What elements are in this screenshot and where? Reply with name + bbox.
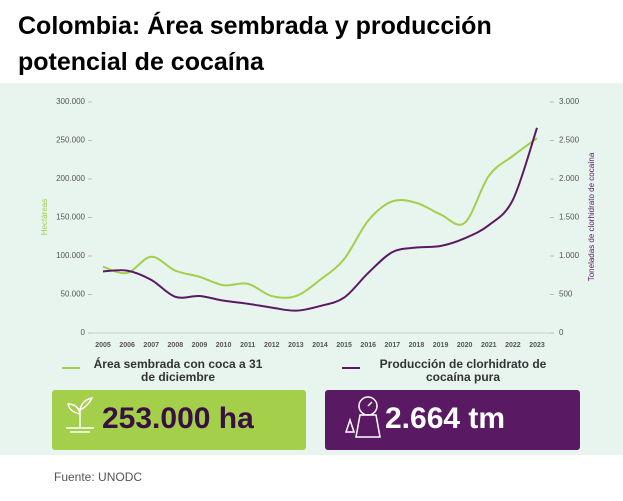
x-tick-label: 2010 — [216, 342, 232, 349]
x-tick-label: 2008 — [168, 342, 184, 349]
x-tick-label: 2019 — [433, 342, 449, 349]
x-tick-label: 2023 — [529, 342, 545, 349]
plot: 0 50.000 100.000 150.000 200.000 250.000 300.0… — [40, 97, 596, 369]
x-tick-label: 2017 — [385, 342, 401, 349]
callout-box — [325, 390, 580, 450]
y-tick-label: 250.000 — [56, 136, 85, 145]
line — [102, 127, 538, 312]
x-tick-label: 2022 — [505, 342, 521, 349]
y2-tick-label: 500 — [559, 290, 573, 299]
y2-tick-label: 2.000 — [559, 174, 580, 183]
y2-tick-label: 1.000 — [559, 251, 580, 260]
x-tick-label: 2007 — [143, 342, 159, 349]
y2-tick-label: 3.000 — [559, 97, 580, 106]
y-tick-label: 100.000 — [56, 251, 85, 260]
y-tick-label: 300.000 — [56, 97, 85, 106]
x-tick-label: 2015 — [336, 342, 352, 349]
y-tick-label: 0 — [81, 328, 86, 337]
y-tick-label: 200.000 — [56, 174, 85, 183]
y2-tick-label: 0 — [559, 328, 564, 337]
x-tick-label: 2013 — [288, 342, 304, 349]
x-tick-label: 2006 — [119, 342, 135, 349]
y-tick-label: 50.000 — [61, 290, 86, 299]
callout-value: 253.000 ha — [102, 402, 254, 435]
y2-tick-label: 1.500 — [559, 213, 580, 222]
x-tick-label: 2005 — [95, 342, 111, 349]
source: Fuente: UNODC — [54, 470, 143, 484]
y2-tick-label: 2.500 — [559, 136, 580, 145]
scale-icon — [344, 396, 381, 438]
x-tick-label: 2021 — [481, 342, 497, 349]
x-tick-label: 2020 — [457, 342, 473, 349]
y2-axis-label: Toneladas de clorhidrato de cocaína — [587, 152, 596, 281]
x-tick-label: 2018 — [409, 342, 425, 349]
legend-label: Producción de clorhidrato de cocaína pur… — [379, 357, 547, 384]
plant-icon — [66, 396, 94, 433]
x-tick-label: 2011 — [240, 342, 255, 349]
line — [102, 137, 538, 299]
y-tick-label: 150.000 — [56, 213, 85, 222]
x-tick-label: 2009 — [192, 342, 208, 349]
chart-title: Colombia: Área sembrada y producción pot… — [18, 12, 492, 76]
callout-box — [52, 390, 306, 450]
x-tick-label: 2012 — [264, 342, 280, 349]
x-tick-label: 2014 — [312, 342, 328, 349]
y-axis-label: Hectáreas — [40, 199, 49, 235]
callout-value: 2.664 tm — [385, 402, 506, 435]
legend-label: Área sembrada con coca a 31 de diciembre — [93, 357, 263, 384]
x-tick-label: 2016 — [360, 342, 376, 349]
